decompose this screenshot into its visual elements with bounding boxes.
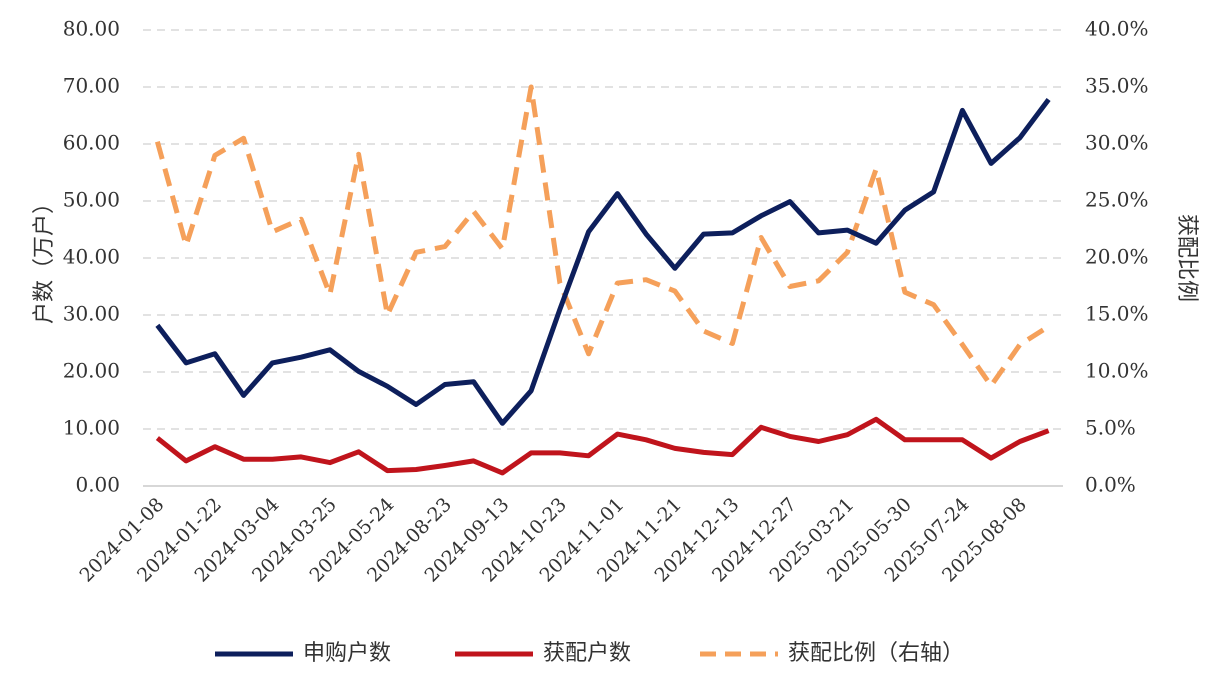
left-tick-label: 80.00 — [63, 17, 120, 41]
left-axis-title: 户数（万户） — [32, 192, 57, 324]
right-tick-label: 0.0% — [1085, 473, 1136, 497]
left-tick-label: 70.00 — [63, 74, 120, 98]
right-tick-label: 5.0% — [1085, 416, 1136, 440]
legend-label: 申购户数 — [303, 641, 391, 666]
right-tick-label: 40.0% — [1085, 17, 1149, 41]
left-tick-label: 10.00 — [63, 416, 120, 440]
gridlines — [143, 29, 1063, 487]
left-tick-label: 50.00 — [63, 188, 120, 212]
right-tick-label: 15.0% — [1085, 302, 1149, 326]
left-tick-label: 30.00 — [63, 302, 120, 326]
series-lines — [154, 84, 1051, 476]
series-line-3 — [154, 84, 1050, 389]
right-tick-label: 20.0% — [1085, 245, 1149, 269]
series-line-1 — [155, 97, 1051, 426]
legend: 申购户数 获配户数 获配比例（右轴） — [215, 641, 964, 666]
legend-label: 获配比例（右轴） — [788, 641, 964, 666]
left-tick-label: 20.00 — [63, 359, 120, 383]
right-tick-label: 35.0% — [1085, 74, 1149, 98]
x-axis-ticks: 2024-01-082024-01-222024-03-042024-03-25… — [75, 494, 1031, 587]
right-axis-title: 获配比例 — [1174, 214, 1199, 302]
right-tick-label: 10.0% — [1085, 359, 1149, 383]
right-tick-label: 30.0% — [1085, 131, 1149, 155]
right-tick-label: 25.0% — [1085, 188, 1149, 212]
right-y-axis-ticks: 0.0% 5.0% 10.0% 15.0% 20.0% 25.0% 30.0% 35.0% 40… — [1085, 17, 1149, 497]
left-tick-label: 40.00 — [63, 245, 120, 269]
left-tick-label: 0.00 — [75, 473, 120, 497]
left-y-axis-ticks: 0.00 10.00 20.00 30.00 40.00 50.00 60.00 70.00 8… — [63, 17, 120, 497]
left-tick-label: 60.00 — [63, 131, 120, 155]
legend-label: 获配户数 — [543, 641, 631, 666]
series-line-2 — [155, 416, 1050, 476]
